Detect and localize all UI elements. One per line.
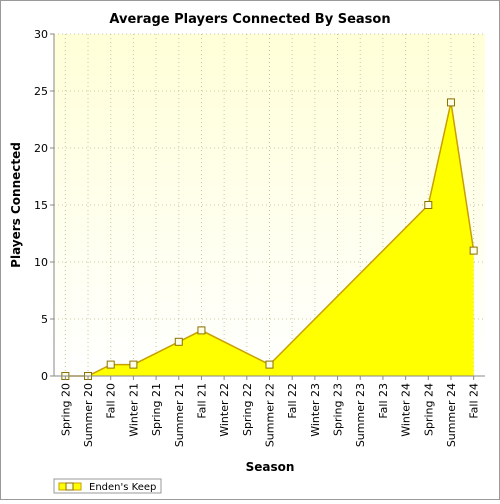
x-tick-layer: Spring 20 Summer 20 Fall 20 Winter 21 Spring… bbox=[59, 376, 481, 447]
x-tick-label: Spring 24 bbox=[422, 383, 435, 436]
legend-label: Enden's Keep bbox=[89, 482, 156, 493]
x-tick-label: Winter 22 bbox=[218, 383, 231, 437]
y-tick-label: 5 bbox=[41, 313, 48, 326]
x-tick-label: Fall 22 bbox=[286, 383, 299, 419]
x-tick-label: Summer 20 bbox=[82, 383, 95, 447]
x-axis-label: Season bbox=[246, 460, 295, 474]
chart-title: Average Players Connected By Season bbox=[109, 12, 390, 27]
data-point-marker bbox=[197, 326, 206, 335]
y-tick-label: 25 bbox=[34, 85, 48, 98]
x-tick-label: Spring 23 bbox=[332, 383, 345, 436]
legend: Enden's Keep bbox=[53, 478, 162, 494]
data-point-marker bbox=[469, 246, 478, 255]
x-tick-label: Spring 20 bbox=[59, 383, 72, 436]
x-tick-label: Summer 21 bbox=[173, 383, 186, 447]
x-tick-label: Winter 23 bbox=[309, 383, 322, 437]
series-area bbox=[65, 102, 474, 377]
y-tick-label: 0 bbox=[41, 370, 48, 383]
x-tick-label: Fall 24 bbox=[468, 383, 481, 419]
x-tick-label: Summer 24 bbox=[445, 383, 458, 447]
data-point-marker bbox=[129, 360, 138, 369]
x-tick-label: Fall 20 bbox=[105, 383, 118, 419]
data-point-marker bbox=[446, 98, 455, 107]
area-layer bbox=[65, 102, 475, 377]
x-tick-label: Winter 24 bbox=[400, 383, 413, 437]
x-tick-label: Fall 21 bbox=[195, 383, 208, 419]
y-tick-label: 15 bbox=[34, 199, 48, 212]
y-tick-label: 10 bbox=[34, 256, 48, 269]
y-axis-label: Players Connected bbox=[9, 142, 23, 268]
x-tick-label: Fall 23 bbox=[377, 383, 390, 419]
data-point-marker bbox=[174, 337, 183, 346]
legend-marker-icon bbox=[65, 482, 74, 491]
y-tick-label: 30 bbox=[34, 28, 48, 41]
y-tick-label: 20 bbox=[34, 142, 48, 155]
x-tick-label: Spring 22 bbox=[241, 383, 254, 436]
x-tick-label: Winter 21 bbox=[127, 383, 140, 437]
data-point-marker bbox=[424, 201, 433, 209]
x-tick-label: Summer 23 bbox=[354, 383, 367, 447]
series-line bbox=[65, 102, 475, 377]
data-point-marker bbox=[265, 360, 274, 369]
x-tick-label: Summer 22 bbox=[264, 383, 277, 447]
data-point-marker bbox=[106, 360, 115, 369]
x-tick-label: Spring 21 bbox=[150, 383, 163, 436]
y-tick-layer: 0 5 10 15 20 25 30 bbox=[34, 28, 54, 383]
